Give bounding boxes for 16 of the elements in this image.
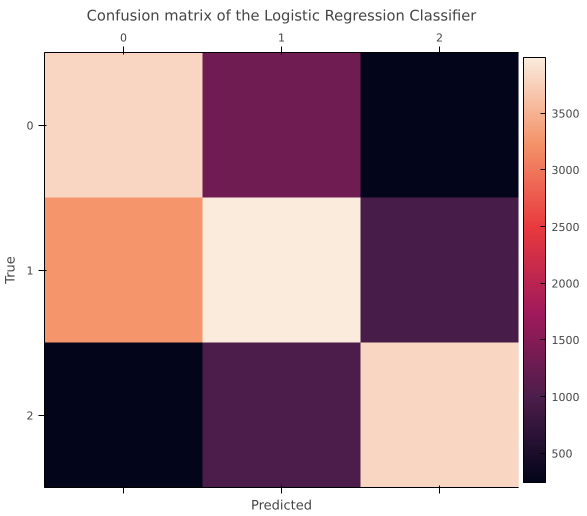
color-bar-label: 3000 [552, 164, 580, 178]
y-tick-label: 0 [26, 120, 34, 132]
y-tick-label: 2 [26, 410, 34, 422]
color-bar-label: 3500 [552, 108, 580, 121]
color-bar-label: 500 [552, 448, 572, 461]
color-bar-label: 1500 [552, 334, 580, 348]
chart-title: Confusion matrix of the Logistic Regression Classifier [86, 8, 478, 24]
color-bar-label: 1000 [552, 390, 580, 404]
color-bar-label: 2000 [552, 278, 580, 291]
x-tick-label: 0 [120, 32, 127, 44]
x-tick-label: 1 [278, 32, 285, 44]
y-tick-label: 1 [26, 264, 34, 278]
x-tick-label: 2 [436, 32, 443, 44]
x-axis-title: Predicted [250, 498, 312, 514]
color-bar-label: 2500 [552, 220, 580, 234]
y-axis-title: True [4, 256, 18, 285]
